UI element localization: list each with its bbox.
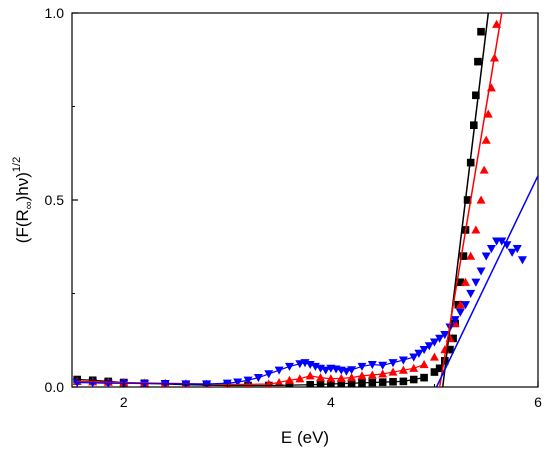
data-point bbox=[430, 368, 439, 376]
data-point bbox=[306, 380, 314, 387]
x-tick-label: 2 bbox=[120, 394, 128, 410]
x-axis-title: E (eV) bbox=[281, 428, 329, 447]
data-point bbox=[481, 135, 491, 144]
data-point bbox=[472, 91, 480, 100]
fit-line bbox=[435, 175, 538, 387]
tick-layer: 2 4 6 0.0 0.5 1.0 bbox=[45, 5, 543, 410]
x-tick-label: 4 bbox=[327, 394, 335, 410]
data-point bbox=[474, 57, 482, 66]
data-point bbox=[449, 334, 457, 343]
y-tick-label: 1.0 bbox=[45, 5, 65, 21]
trace-line bbox=[77, 363, 425, 385]
data-point bbox=[419, 360, 429, 369]
data-point bbox=[507, 248, 517, 257]
y-axis-title-middle: )hν) bbox=[13, 172, 32, 201]
x-tick-label: 6 bbox=[534, 394, 542, 410]
data-point bbox=[466, 251, 476, 260]
series-square bbox=[73, 27, 485, 387]
fit-line bbox=[438, 13, 503, 387]
data-point bbox=[512, 245, 522, 254]
y-axis-title: (F(R∞)hν)1/2 bbox=[11, 157, 35, 243]
y-tick-label: 0.0 bbox=[45, 379, 65, 395]
y-tick-label: 0.5 bbox=[45, 192, 65, 208]
data-point bbox=[477, 27, 485, 36]
data-point bbox=[497, 237, 507, 246]
data-point bbox=[429, 352, 439, 361]
y-axis-title-sub: ∞ bbox=[23, 201, 35, 209]
data-point bbox=[435, 364, 444, 373]
fit-line-layer bbox=[435, 13, 538, 387]
data-point bbox=[483, 109, 493, 118]
data-point bbox=[461, 301, 471, 310]
data-point bbox=[456, 278, 465, 287]
data-point bbox=[435, 334, 445, 343]
data-point bbox=[502, 241, 512, 250]
data-point bbox=[471, 225, 481, 234]
data-point bbox=[466, 289, 476, 298]
data-point bbox=[450, 316, 460, 325]
data-point bbox=[469, 121, 478, 129]
data-point bbox=[492, 19, 502, 28]
data-point bbox=[463, 196, 472, 204]
data-point bbox=[517, 256, 527, 265]
data-point bbox=[479, 165, 489, 174]
data-point bbox=[429, 338, 439, 347]
data-point bbox=[446, 345, 454, 354]
data-point bbox=[440, 331, 450, 340]
data-point bbox=[455, 308, 465, 317]
data-point bbox=[461, 277, 471, 286]
series-triangle-up bbox=[72, 19, 502, 387]
y-axis-title-sup: 1/2 bbox=[11, 157, 23, 172]
data-point bbox=[486, 245, 496, 254]
data-point bbox=[476, 267, 486, 276]
trace-line bbox=[77, 345, 430, 385]
data-point bbox=[459, 252, 468, 260]
data-point bbox=[455, 300, 465, 309]
data-point bbox=[285, 381, 294, 387]
data-point bbox=[476, 195, 486, 204]
y-axis-title-prefix: (F(R bbox=[13, 209, 32, 243]
data-point bbox=[471, 278, 481, 287]
data-point bbox=[481, 252, 491, 261]
data-point bbox=[441, 357, 449, 365]
series-layer bbox=[72, 19, 527, 387]
